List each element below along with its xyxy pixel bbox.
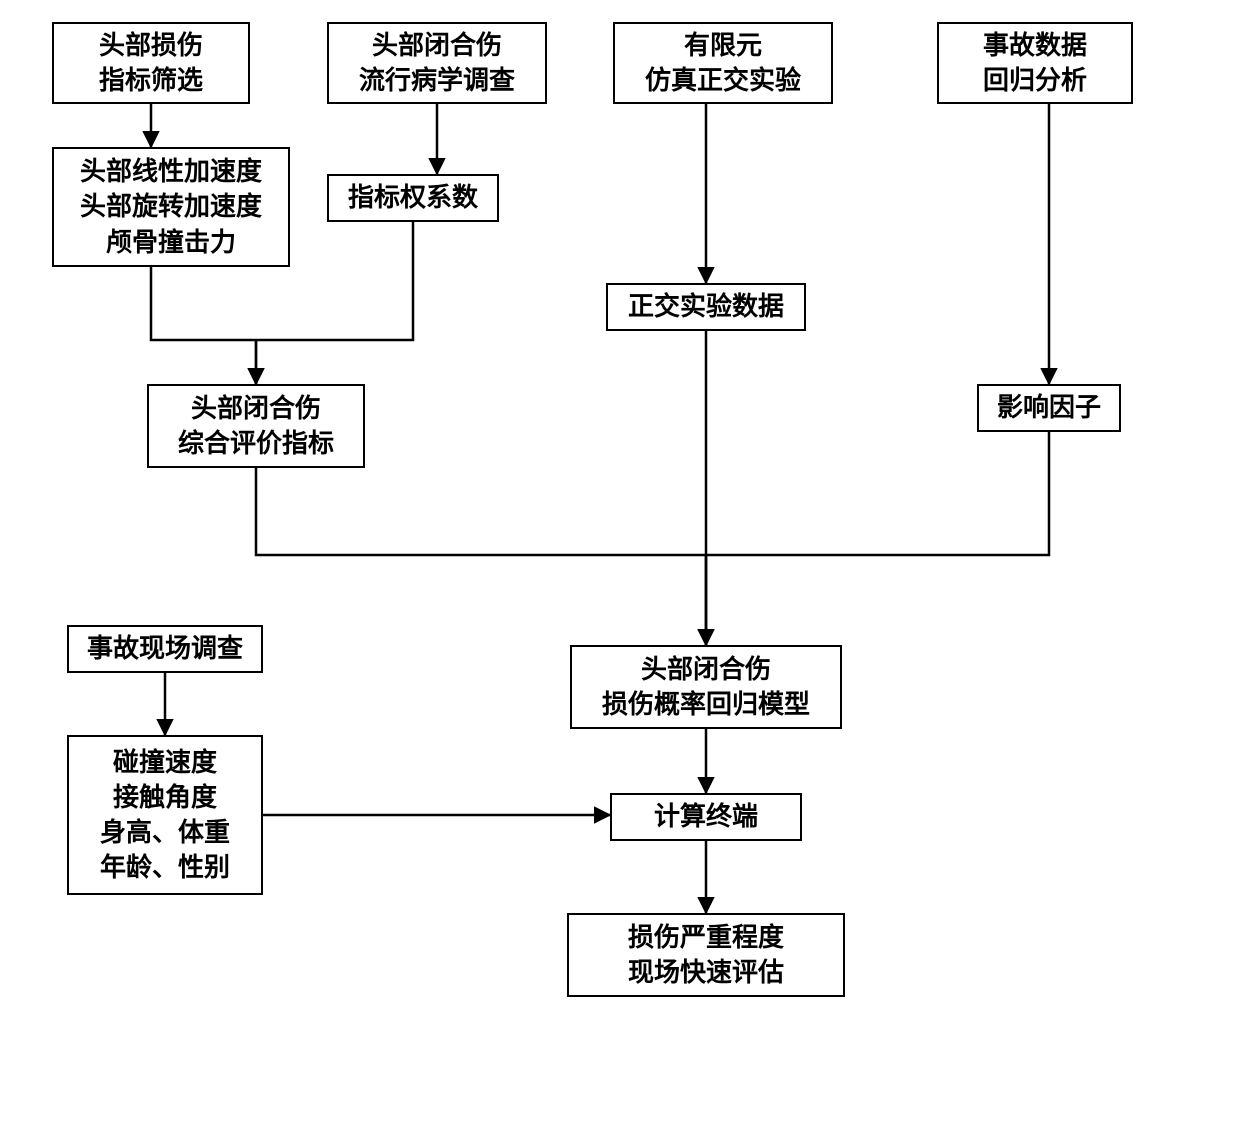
flowchart-node-n9: 头部闭合伤 综合评价指标 [147, 384, 365, 468]
flowchart-node-n12: 头部闭合伤 损伤概率回归模型 [570, 645, 842, 729]
flowchart-node-n2: 头部闭合伤 流行病学调查 [327, 22, 547, 104]
flowchart-node-n10: 事故现场调查 [67, 625, 263, 673]
flowchart-edge [256, 468, 706, 555]
flowchart-node-n1: 头部损伤 指标筛选 [52, 22, 250, 104]
flowchart-node-n14: 损伤严重程度 现场快速评估 [567, 913, 845, 997]
flowchart-canvas: 头部损伤 指标筛选头部闭合伤 流行病学调查有限元 仿真正交实验 事故数据 回归分析… [0, 0, 1240, 1123]
flowchart-node-n13: 计算终端 [610, 793, 802, 841]
flowchart-edge [151, 267, 256, 340]
flowchart-node-n11: 碰撞速度 接触角度 身高、体重 年龄、性别 [67, 735, 263, 895]
flowchart-node-n6: 指标权系数 [327, 174, 499, 222]
flowchart-node-n5: 头部线性加速度 头部旋转加速度 颅骨撞击力 [52, 147, 290, 267]
flowchart-node-n8: 影响因子 [977, 384, 1121, 432]
flowchart-node-n4: 事故数据 回归分析 [937, 22, 1133, 104]
flowchart-edge [706, 432, 1049, 555]
flowchart-node-n7: 正交实验数据 [606, 283, 806, 331]
flowchart-node-n3: 有限元 仿真正交实验 [613, 22, 833, 104]
